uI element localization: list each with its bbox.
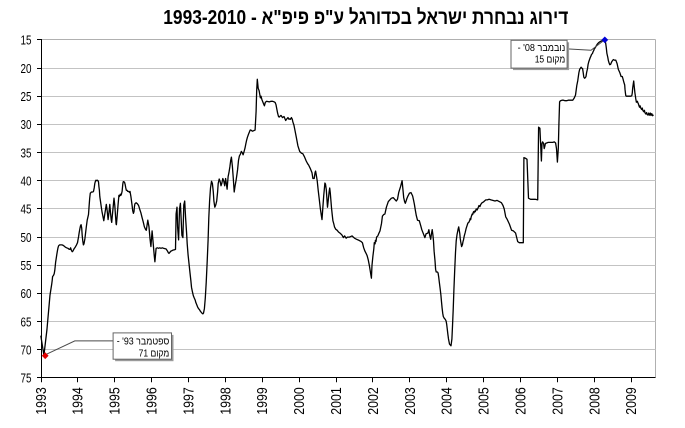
svg-text:2006: 2006	[514, 387, 530, 415]
svg-text:70: 70	[21, 342, 32, 357]
svg-text:15: 15	[21, 33, 32, 48]
svg-text:25: 25	[21, 89, 32, 104]
svg-text:45: 45	[21, 202, 32, 217]
svg-text:35: 35	[21, 145, 32, 160]
svg-text:1996: 1996	[145, 387, 161, 415]
svg-text:2004: 2004	[440, 387, 456, 415]
svg-text:20: 20	[21, 61, 32, 76]
svg-text:55: 55	[21, 258, 32, 273]
svg-text:2000: 2000	[292, 387, 308, 415]
svg-text:מקום 15: מקום 15	[535, 55, 566, 66]
svg-text:דירוג נבחרת ישראל בכדורגל ע"פ: דירוג נבחרת ישראל בכדורגל ע"פ פיפ"א - 19…	[163, 6, 568, 29]
svg-text:1999: 1999	[255, 387, 271, 415]
svg-text:40: 40	[21, 173, 32, 188]
svg-text:1994: 1994	[71, 387, 87, 415]
svg-text:2007: 2007	[550, 387, 566, 415]
svg-text:1998: 1998	[218, 387, 234, 415]
svg-text:30: 30	[21, 117, 32, 132]
svg-text:65: 65	[21, 314, 32, 329]
svg-text:2003: 2003	[403, 387, 419, 415]
svg-text:75: 75	[21, 371, 32, 386]
svg-text:ספטמבר ‪'93‬ -: ספטמבר ‪'93‬ -	[117, 336, 170, 347]
svg-text:נובמבר ‪'08‬ -: נובמבר ‪'08‬ -	[518, 43, 566, 54]
svg-text:1995: 1995	[108, 387, 124, 415]
svg-text:מקום 71: מקום 71	[139, 349, 170, 360]
svg-text:2002: 2002	[366, 387, 382, 415]
svg-text:2005: 2005	[477, 387, 493, 415]
svg-text:1997: 1997	[181, 387, 197, 415]
svg-text:2008: 2008	[587, 387, 603, 415]
svg-text:2001: 2001	[329, 387, 345, 415]
svg-text:60: 60	[21, 286, 32, 301]
svg-text:2009: 2009	[624, 387, 640, 415]
svg-text:50: 50	[21, 230, 32, 245]
svg-text:1993: 1993	[34, 387, 50, 415]
